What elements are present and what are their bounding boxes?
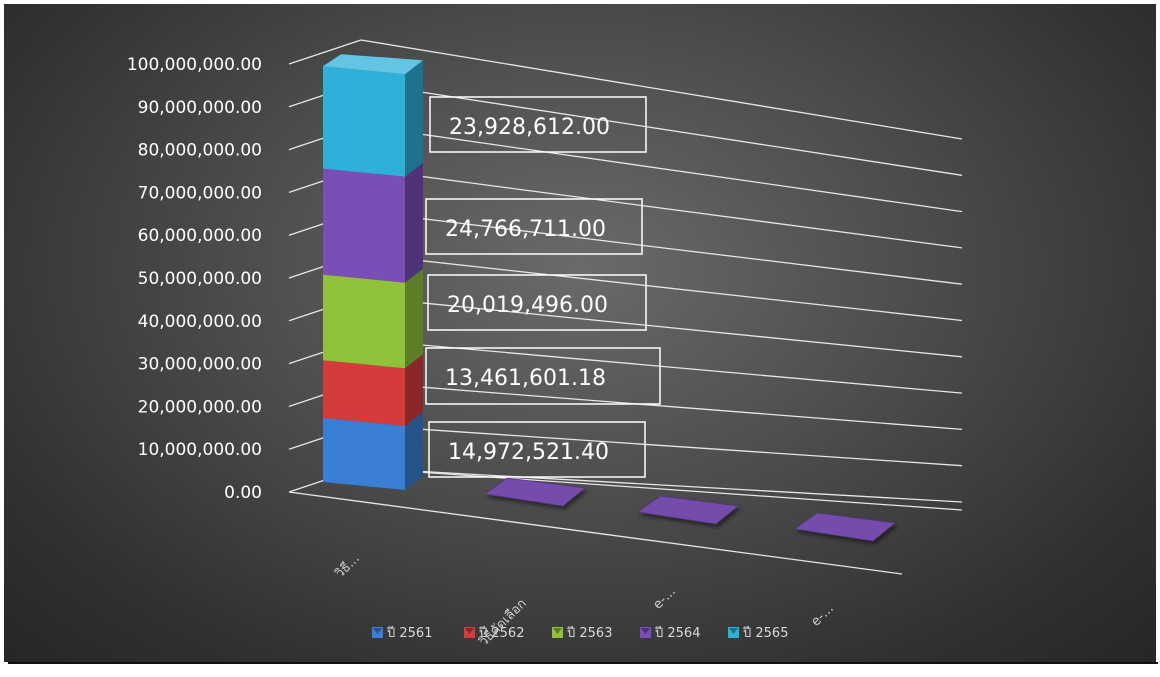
bar-segment-side <box>405 162 423 283</box>
x-category-label: e-... <box>650 584 678 612</box>
data-label-box <box>427 274 647 331</box>
legend-swatch-shade <box>553 628 562 634</box>
data-label-box <box>425 347 661 405</box>
y-tick-label: 50,000,000.00 <box>138 269 262 289</box>
gridline-left <box>288 39 362 65</box>
gridline-back <box>360 39 963 140</box>
y-tick-label: 0.00 <box>224 483 262 503</box>
bar-segment-side <box>405 354 423 426</box>
gridline-back <box>360 467 963 503</box>
y-tick-label: 100,000,000.00 <box>127 55 262 75</box>
legend: ปี 2561 ปี 2562 ปี 2563 ปี 2564 ปี 2565 <box>372 625 788 641</box>
gridline-back <box>360 253 963 322</box>
legend-label: ปี 2564 <box>654 625 700 641</box>
axes: 0.00 10,000,000.00 20,000,000.00 30,000,000… <box>127 55 837 650</box>
gridline-back <box>360 296 963 358</box>
gridline-back <box>360 210 963 285</box>
gridline-back <box>360 124 963 213</box>
gridline-back <box>360 167 963 249</box>
bars <box>323 54 896 542</box>
y-tick-label: 60,000,000.00 <box>138 226 262 246</box>
y-tick-label: 20,000,000.00 <box>138 397 262 417</box>
gridline-back <box>360 381 963 431</box>
data-label-box <box>425 198 643 255</box>
x-category-label: วิธีคัดเลือก <box>475 596 530 651</box>
y-tick-label: 30,000,000.00 <box>138 355 262 375</box>
data-label-box <box>429 96 647 153</box>
bar-flat-3 <box>793 512 896 542</box>
legend-label: ปี 2562 <box>478 625 524 641</box>
bar-flat-2 <box>636 495 739 525</box>
y-tick-label: 80,000,000.00 <box>138 141 262 161</box>
bar-segment-front <box>323 168 405 283</box>
x-category-label: e-... <box>808 601 836 629</box>
bar-segment-front <box>323 66 405 177</box>
bar-flat-1 <box>483 477 586 507</box>
floor-front-edge <box>288 491 903 575</box>
y-tick-label: 70,000,000.00 <box>138 183 262 203</box>
legend-swatch-shade <box>641 628 650 634</box>
y-tick-label: 40,000,000.00 <box>138 312 262 332</box>
data-label: 13,461,601.18 <box>445 366 606 391</box>
data-label: 24,766,711.00 <box>445 217 606 242</box>
legend-label: ปี 2563 <box>566 625 612 641</box>
chart-area: 0.00 10,000,000.00 20,000,000.00 30,000,000… <box>4 4 1156 662</box>
gridline-back <box>360 82 963 176</box>
legend-swatch-shade <box>729 628 738 634</box>
x-category-label: วิธี... <box>331 551 362 582</box>
legend-label: ปี 2565 <box>742 625 788 641</box>
bar-segment-front <box>323 360 405 426</box>
legend-swatch-shade <box>373 628 382 634</box>
y-tick-label: 10,000,000.00 <box>138 440 262 460</box>
legend-label: ปี 2561 <box>386 625 432 641</box>
legend-swatch-shade <box>465 628 474 634</box>
stacked-3d-bar-chart: 0.00 10,000,000.00 20,000,000.00 30,000,000… <box>127 39 963 650</box>
bar-segment-side <box>405 411 423 490</box>
bar-segment-front <box>323 417 405 490</box>
bar-segment-top <box>323 54 423 75</box>
bar-segment-side <box>405 60 423 177</box>
data-label: 14,972,521.40 <box>448 440 609 465</box>
y-tick-label: 90,000,000.00 <box>138 98 262 118</box>
bottom-rule <box>8 662 1158 664</box>
data-label-box <box>428 421 646 478</box>
bar-segment-side <box>405 268 423 369</box>
gridline-back <box>360 424 963 467</box>
data-label: 20,019,496.00 <box>447 293 608 318</box>
floor-back-edge <box>360 467 963 511</box>
data-label: 23,928,612.00 <box>449 115 610 140</box>
data-labels: 23,928,612.00 24,766,711.00 20,019,496.00 1… <box>425 96 661 478</box>
bar-segment-front <box>323 274 405 369</box>
